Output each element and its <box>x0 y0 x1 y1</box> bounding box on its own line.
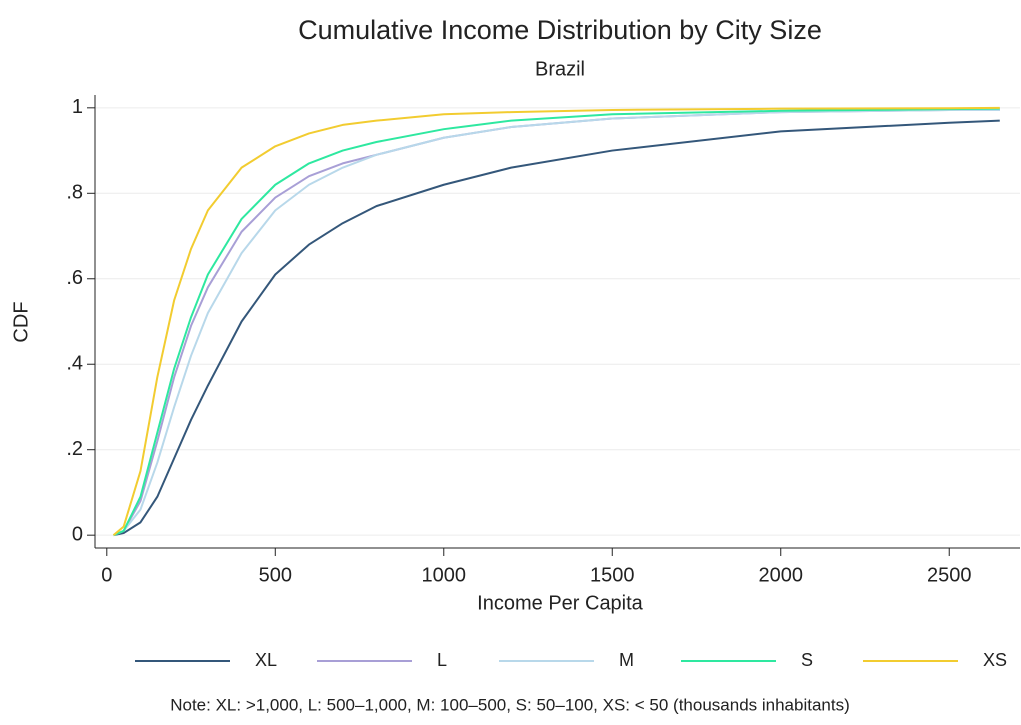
x-tick-label: 2500 <box>927 564 972 586</box>
y-tick-label: .6 <box>66 267 83 289</box>
x-tick-label: 0 <box>101 564 112 586</box>
series-line <box>112 106 1000 536</box>
x-axis-label: Income Per Capita <box>477 592 644 614</box>
y-tick-label: .4 <box>66 353 83 375</box>
legend-label: XS <box>983 650 1007 670</box>
series-line <box>113 108 1000 537</box>
legend-label: XL <box>255 650 277 670</box>
y-tick-label: 0 <box>72 523 83 545</box>
x-tick-label: 2000 <box>758 564 803 586</box>
chart-title: Cumulative Income Distribution by City S… <box>298 15 822 45</box>
x-tick-label: 1500 <box>590 564 635 586</box>
x-tick-label: 500 <box>259 564 292 586</box>
x-tick-label: 1000 <box>422 564 467 586</box>
series-line <box>113 107 1000 537</box>
legend-label: S <box>801 650 813 670</box>
y-tick-label: .8 <box>66 182 83 204</box>
y-tick-label: .2 <box>66 438 83 460</box>
legend-label: M <box>619 650 634 670</box>
y-tick-label: 1 <box>72 96 83 118</box>
series-line <box>113 108 1000 537</box>
note: Note: XL: >1,000, L: 500–1,000, M: 100–5… <box>170 695 850 714</box>
chart-subtitle: Brazil <box>535 58 585 80</box>
series-line <box>113 119 1000 537</box>
legend-label: L <box>437 650 447 670</box>
y-axis-label: CDF <box>10 301 32 342</box>
